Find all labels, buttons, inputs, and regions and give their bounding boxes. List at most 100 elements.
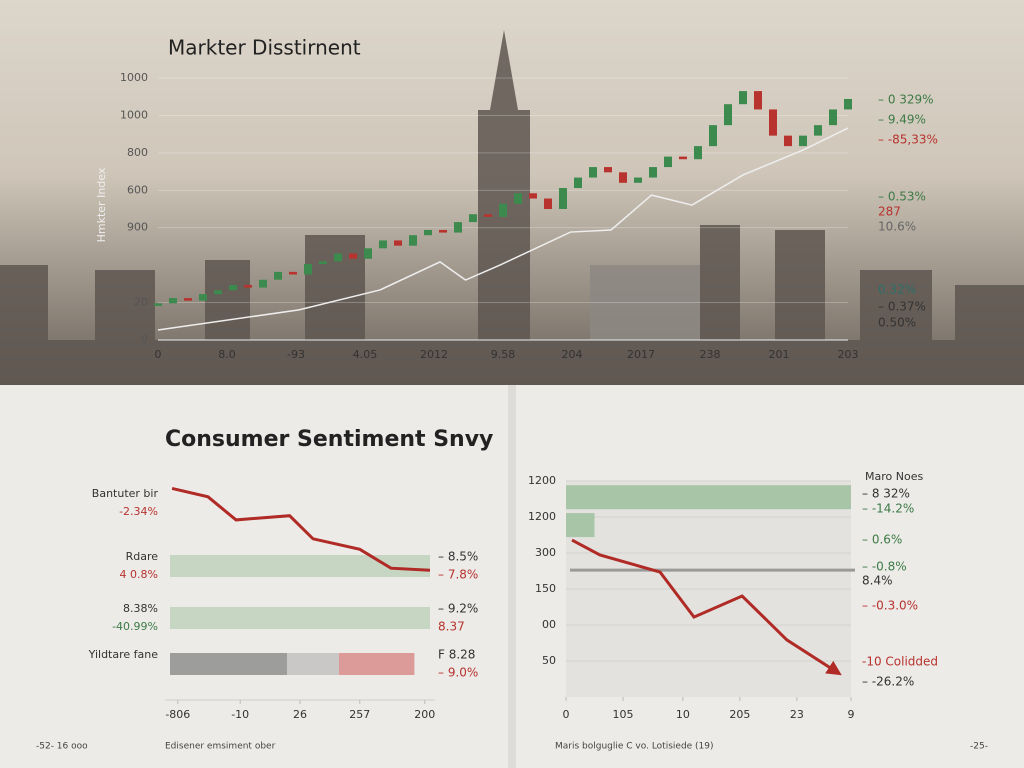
- annotation: 287: [878, 205, 901, 219]
- candle: [334, 253, 342, 262]
- candle: [754, 91, 762, 110]
- row-label: -2.34%: [119, 505, 158, 518]
- bar: [566, 513, 595, 538]
- skyline: [0, 30, 1024, 385]
- x-tick-label: -93: [287, 348, 305, 361]
- x-tick-label: 205: [729, 708, 750, 721]
- chart-title: Markter Disstirnent: [168, 36, 361, 60]
- candle: [679, 156, 687, 160]
- candle: [814, 125, 822, 136]
- x-tick-label: 26: [293, 708, 307, 721]
- x-tick-label: 105: [613, 708, 634, 721]
- y-tick-label: 20: [134, 296, 148, 309]
- annotation: – 9.49%: [878, 113, 926, 127]
- candle: [829, 109, 837, 126]
- x-tick-label: -10: [231, 708, 249, 721]
- y-tick-label: 150: [535, 582, 556, 595]
- value-label: 8.37: [438, 620, 465, 634]
- y-tick-label: 1200: [528, 474, 556, 487]
- x-tick-label: 238: [700, 348, 721, 361]
- value-label: – 8.5%: [438, 550, 478, 564]
- x-tick-label: 23: [790, 708, 804, 721]
- x-tick-label: 2017: [627, 348, 655, 361]
- y-tick-label: 0: [141, 333, 148, 346]
- candle: [589, 167, 597, 178]
- value-label: – 9.2%: [438, 602, 478, 616]
- x-tick-label: 203: [838, 348, 859, 361]
- candle: [664, 156, 672, 168]
- candle: [619, 172, 627, 183]
- candle: [169, 298, 177, 304]
- row-label: Yildtare fane: [88, 648, 159, 661]
- annotation: – -85,33%: [878, 133, 938, 147]
- candle: [799, 135, 807, 147]
- footer-text: -25-: [970, 742, 988, 752]
- row-label: 8.38%: [123, 602, 158, 615]
- row-label: Rdare: [126, 550, 159, 563]
- candle: [349, 253, 357, 259]
- annotation: – -14.2%: [862, 502, 914, 516]
- candle: [199, 294, 207, 301]
- candle: [454, 222, 462, 233]
- annotation: – 0.6%: [862, 533, 902, 547]
- y-tick-label: 50: [542, 654, 556, 667]
- candle: [739, 91, 747, 105]
- candle: [319, 261, 327, 265]
- y-tick-label: 600: [127, 183, 148, 196]
- x-tick-label: 0: [563, 708, 570, 721]
- y-tick-label: 00: [542, 618, 556, 631]
- candle: [769, 109, 777, 136]
- candle: [634, 177, 642, 183]
- x-tick-label: 9: [848, 708, 855, 721]
- y-tick-label: 800: [127, 146, 148, 159]
- candle: [214, 290, 222, 295]
- chart-title: Consumer Sentiment Snvy: [165, 427, 493, 452]
- x-tick-label: 257: [349, 708, 370, 721]
- y-tick-label: 1000: [120, 71, 148, 84]
- value-label: F 8.28: [438, 648, 475, 662]
- line: [157, 127, 849, 331]
- annotation: – -0.3.0%: [862, 599, 918, 613]
- candle: [784, 135, 792, 147]
- candle: [259, 279, 267, 288]
- candle: [529, 193, 537, 199]
- footer-text: Maris bolguglie C vo. Lotisiede (19): [555, 742, 714, 752]
- candle: [154, 303, 162, 306]
- candle: [844, 98, 852, 110]
- annotation: – 0.53%: [878, 190, 926, 204]
- candle: [724, 104, 732, 126]
- candle: [559, 188, 567, 209]
- x-tick-label: 0: [155, 348, 162, 361]
- bar: [170, 607, 430, 629]
- annotation: 0.50%: [878, 316, 916, 330]
- annotation: – 8 32%: [862, 487, 910, 501]
- footer-text: Edisener emsiment ober: [165, 742, 276, 752]
- y-tick-label: 300: [535, 546, 556, 559]
- annotation: – 0.37%: [878, 300, 926, 314]
- footer-text: -52- 16 ooo: [36, 742, 88, 752]
- candle: [469, 214, 477, 223]
- candle: [379, 240, 387, 249]
- bar: [170, 555, 430, 577]
- candle: [394, 240, 402, 246]
- candle: [244, 284, 252, 288]
- bar: [339, 653, 415, 675]
- annotation: – 0 329%: [878, 93, 934, 107]
- bar: [287, 653, 339, 675]
- bar: [170, 653, 287, 675]
- candle: [424, 229, 432, 236]
- legend-title: Maro Noes: [865, 470, 923, 483]
- candle: [409, 235, 417, 246]
- value-label: – 7.8%: [438, 568, 478, 582]
- bar: [566, 485, 851, 510]
- candle: [439, 229, 447, 233]
- y-tick-label: 1200: [528, 510, 556, 523]
- candle: [694, 146, 702, 160]
- x-tick-label: 204: [562, 348, 583, 361]
- y-axis-title: Hmkter Index: [95, 167, 108, 242]
- candle: [289, 271, 297, 275]
- candle: [574, 177, 582, 189]
- candle: [484, 214, 492, 217]
- x-tick-label: 10: [676, 708, 690, 721]
